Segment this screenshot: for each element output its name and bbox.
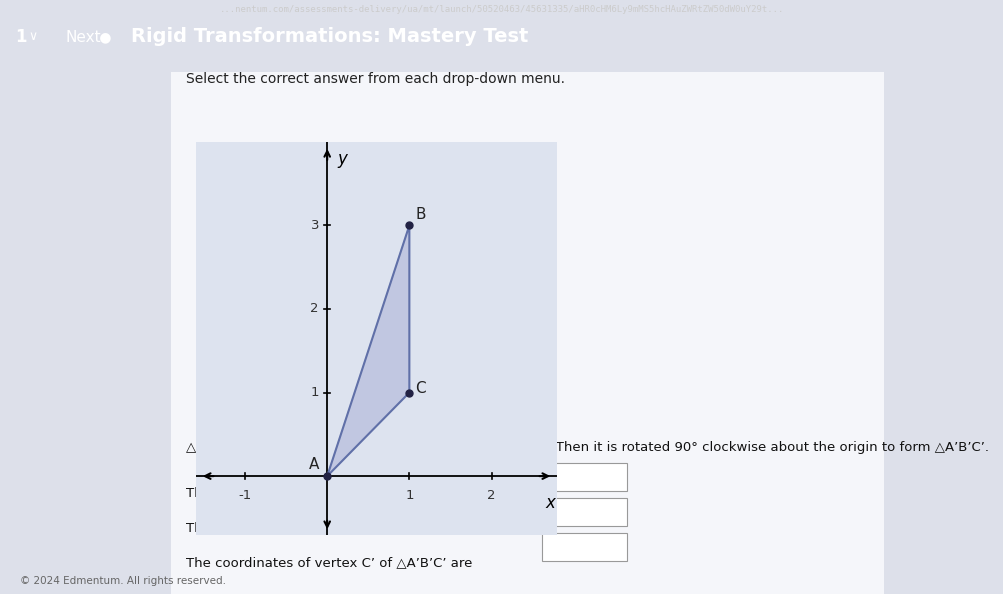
Text: C: C bbox=[414, 381, 425, 396]
Text: 1: 1 bbox=[310, 386, 319, 399]
Text: △ABC is translated 2 units down and 1 unit to the left.  Then it is rotated 90° : △ABC is translated 2 units down and 1 un… bbox=[186, 441, 988, 454]
Text: ∨: ∨ bbox=[25, 30, 38, 43]
Text: -1: -1 bbox=[238, 489, 252, 502]
Text: A: A bbox=[309, 457, 319, 472]
Text: 1: 1 bbox=[15, 28, 26, 46]
Text: 3: 3 bbox=[310, 219, 319, 232]
Text: ∨: ∨ bbox=[611, 542, 619, 552]
Text: x: x bbox=[546, 494, 555, 513]
Bar bbox=[542, 498, 627, 526]
Bar bbox=[171, 72, 883, 594]
Bar bbox=[542, 533, 627, 561]
Text: ∨: ∨ bbox=[611, 507, 619, 517]
Text: 2: 2 bbox=[486, 489, 495, 502]
Text: The coordinates of vertex B’ of △A’B’C’ are: The coordinates of vertex B’ of △A’B’C’ … bbox=[186, 522, 471, 535]
Text: Select the correct answer from each drop-down menu.: Select the correct answer from each drop… bbox=[186, 72, 564, 86]
Text: The coordinates of vertex C’ of △A’B’C’ are: The coordinates of vertex C’ of △A’B’C’ … bbox=[186, 557, 471, 569]
Text: y: y bbox=[337, 150, 347, 168]
Text: ∨: ∨ bbox=[611, 472, 619, 482]
Text: © 2024 Edmentum. All rights reserved.: © 2024 Edmentum. All rights reserved. bbox=[20, 576, 226, 586]
Text: Rigid Transformations: Mastery Test: Rigid Transformations: Mastery Test bbox=[130, 27, 528, 46]
Text: ●: ● bbox=[95, 30, 111, 44]
Text: B: B bbox=[415, 207, 426, 222]
Text: ...nentum.com/assessments-delivery/ua/mt/launch/50520463/45631335/aHR0cHM6Ly9mMS: ...nentum.com/assessments-delivery/ua/mt… bbox=[220, 5, 783, 14]
Bar bbox=[542, 463, 627, 491]
Text: The coordinates of vertex A’ of △A’B’C’ are: The coordinates of vertex A’ of △A’B’C’ … bbox=[186, 486, 471, 500]
Text: Next: Next bbox=[65, 30, 100, 45]
Text: 2: 2 bbox=[310, 302, 319, 315]
Text: 1: 1 bbox=[404, 489, 413, 502]
Polygon shape bbox=[327, 225, 409, 476]
